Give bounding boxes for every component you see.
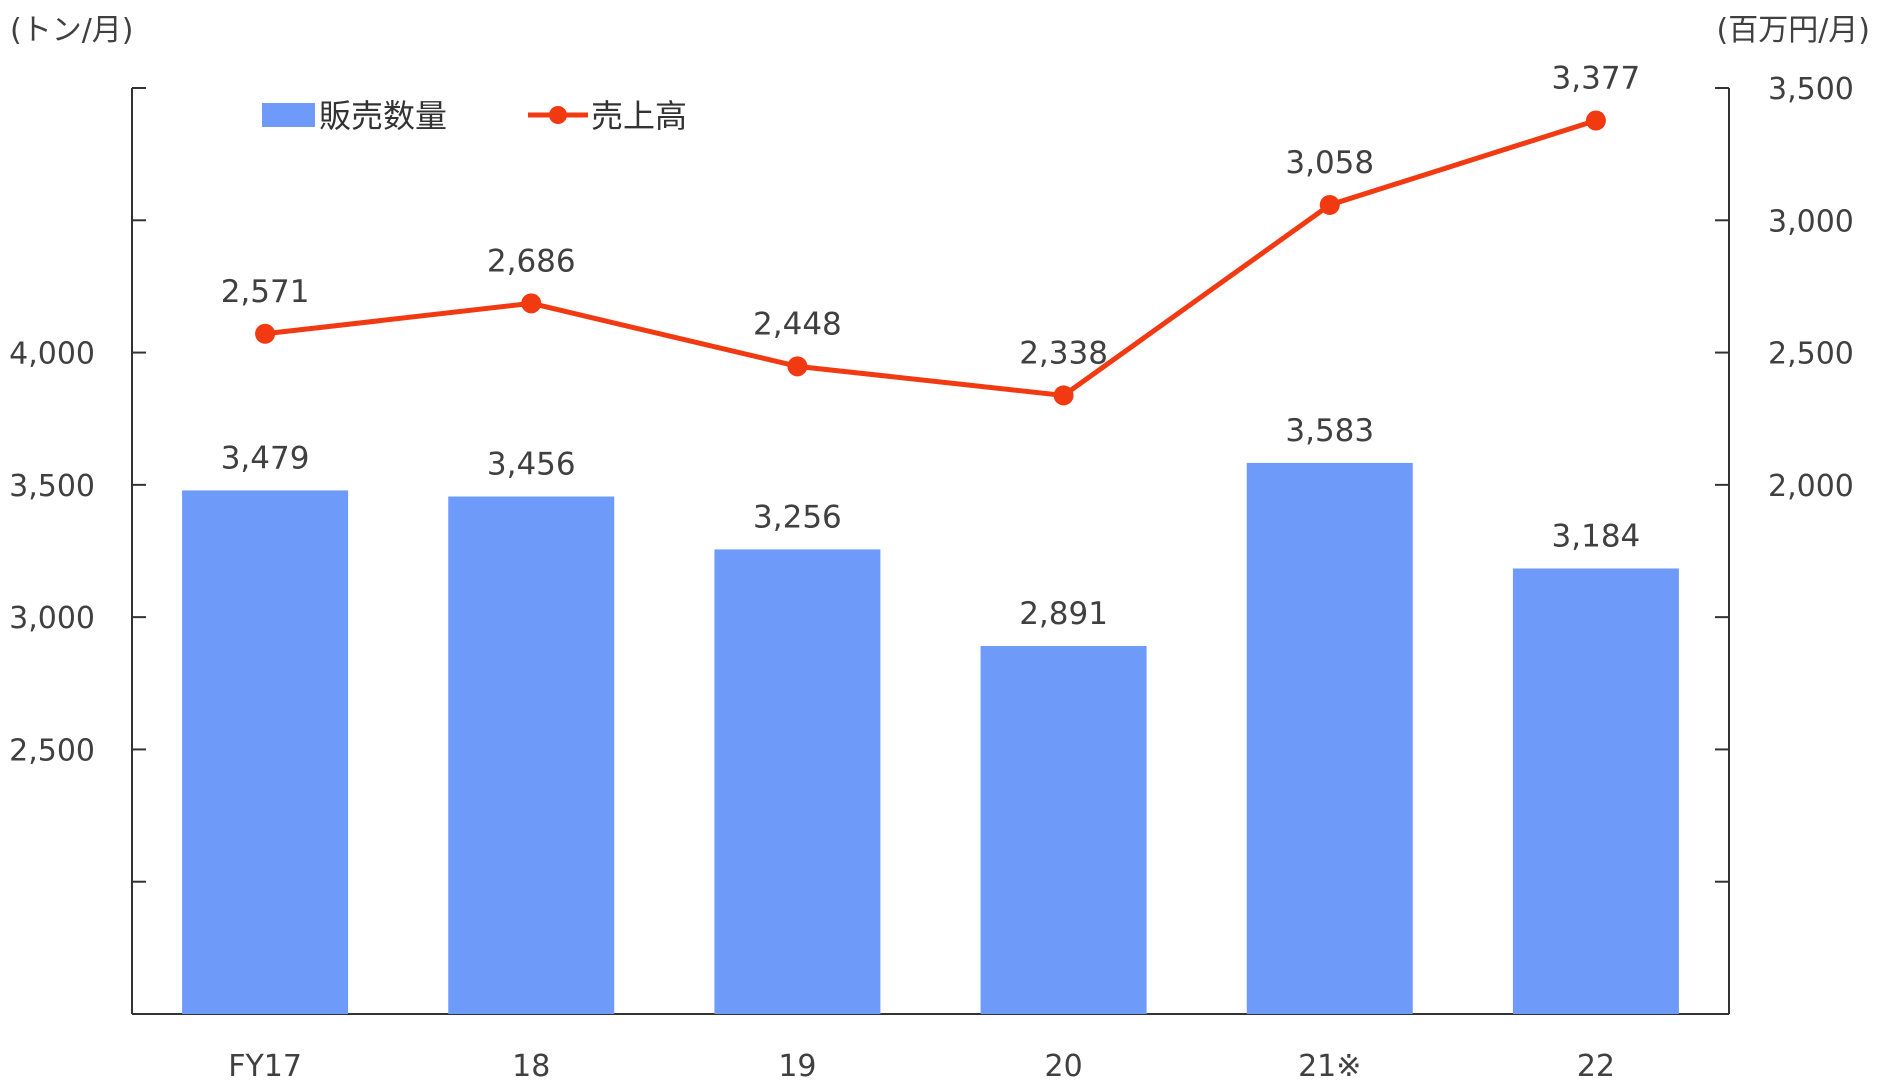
legend-line-marker [549,106,567,124]
line-marker [1053,385,1074,406]
x-axis-tick-label: FY17 [228,1049,302,1080]
x-axis-tick-label: 22 [1577,1049,1615,1080]
left-axis-unit-label: (トン/月) [10,13,134,48]
right-axis-unit-label: (百万円/月) [1716,13,1870,48]
axes: 2,500 3,000 3,500 4,000 2,000 2,500 3,000 3,500… [9,72,1854,1080]
bar-data-label: 2,891 [1019,596,1108,632]
x-axis-tick-label: 21※ [1298,1049,1361,1080]
line-marker [787,356,808,377]
line-data-label: 2,686 [487,243,576,279]
x-axis-tick-label: 20 [1044,1049,1082,1080]
line-data-label: 2,571 [221,274,310,310]
bar [1512,568,1679,1014]
bar [980,645,1147,1014]
x-axis-tick-label: 18 [512,1049,550,1080]
bar-data-label: 3,184 [1552,518,1641,554]
line-data-label: 2,338 [1019,335,1108,371]
bar-data-label: 3,456 [487,446,576,482]
bar [182,490,349,1014]
bar-series [182,462,1679,1014]
legend-bar-swatch [262,103,315,127]
left-axis-tick-label: 3,000 [9,601,95,636]
bar-data-label: 3,583 [1285,413,1374,449]
line-marker [1585,110,1606,131]
bar-data-label: 3,256 [753,499,842,535]
line-data-label: 3,058 [1285,145,1374,181]
right-axis-tick-label: 2,500 [1768,337,1854,372]
bar [714,549,881,1014]
bar [448,496,615,1014]
right-axis-tick-label: 3,500 [1768,72,1854,107]
legend-line-label: 売上高 [591,97,687,135]
line-marker [521,293,542,314]
left-axis-tick-label: 3,500 [9,469,95,504]
right-axis-tick-label: 2,000 [1768,469,1854,504]
left-axis-tick-label: 2,500 [9,733,95,768]
line-data-label: 3,377 [1552,61,1641,97]
bar-data-label: 3,479 [221,440,310,476]
left-axis-tick-label: 4,000 [9,337,95,372]
x-axis-tick-label: 19 [778,1049,816,1080]
right-axis-tick-label: 3,000 [1768,204,1854,239]
line-series [255,110,1606,406]
bar [1246,462,1413,1014]
legend: 販売数量 売上高 [262,97,687,135]
line-marker [1319,194,1340,215]
legend-bar-label: 販売数量 [319,97,447,135]
line-marker [255,323,276,344]
line-path [264,118,1597,398]
line-data-label: 2,448 [753,306,842,342]
data-labels: 3,479 3,456 3,256 2,891 3,583 3,184 2,571 2,686… [221,61,1641,632]
